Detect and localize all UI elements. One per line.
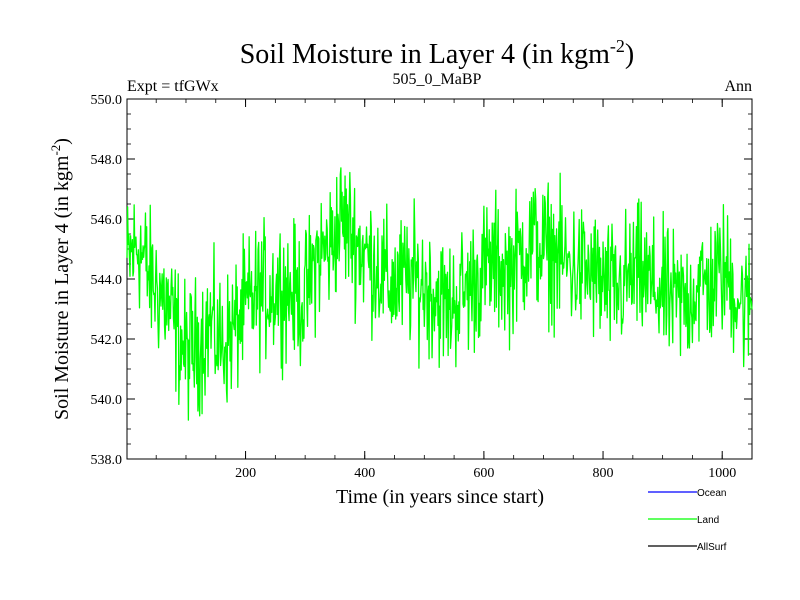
- y-tick-label: 542.0: [91, 333, 123, 348]
- y-tick-label: 540.0: [91, 393, 123, 408]
- y-tick-label: 544.0: [91, 273, 123, 288]
- x-tick-label: 1000: [708, 466, 736, 481]
- x-axis-label: Time (in years since start): [336, 486, 544, 508]
- chart-title: Soil Moisture in Layer 4 (in kgm-2): [240, 36, 635, 70]
- y-tick-label: 548.0: [91, 153, 123, 168]
- chart-title-main: Soil Moisture in Layer 4 (in kgm: [240, 39, 610, 70]
- x-axis: 200 400 600 800 1000: [155, 99, 753, 481]
- y-tick-label: 550.0: [91, 93, 123, 108]
- season-label: Ann: [724, 78, 752, 95]
- experiment-label: Expt = tfGWx: [127, 78, 219, 95]
- run-label: 505_0_MaBP: [393, 71, 482, 88]
- x-tick-label: 600: [473, 466, 494, 481]
- y-axis-label: Soil Moisture in Layer 4 (in kgm-2): [48, 138, 73, 420]
- y-axis-label-superscript: -2: [48, 145, 63, 156]
- x-tick-label: 800: [593, 466, 614, 481]
- chart-title-superscript: -2: [610, 36, 625, 56]
- plot-frame: [126, 98, 753, 460]
- y-axis-label-end: ): [51, 138, 73, 145]
- x-tick-label: 400: [354, 466, 375, 481]
- y-axis-label-main: Soil Moisture in Layer 4 (in kgm: [51, 155, 73, 420]
- legend: Ocean Land AllSurf: [648, 488, 727, 553]
- y-tick-label: 538.0: [91, 453, 123, 468]
- legend-label-ocean: Ocean: [697, 488, 726, 499]
- series-layer: [126, 167, 753, 421]
- legend-label-allsurf: AllSurf: [697, 542, 727, 553]
- x-tick-label: 200: [235, 466, 256, 481]
- legend-label-land: Land: [697, 515, 719, 526]
- y-tick-label: 546.0: [91, 213, 123, 228]
- series-line-land: [126, 167, 753, 421]
- chart-title-end: ): [625, 39, 634, 70]
